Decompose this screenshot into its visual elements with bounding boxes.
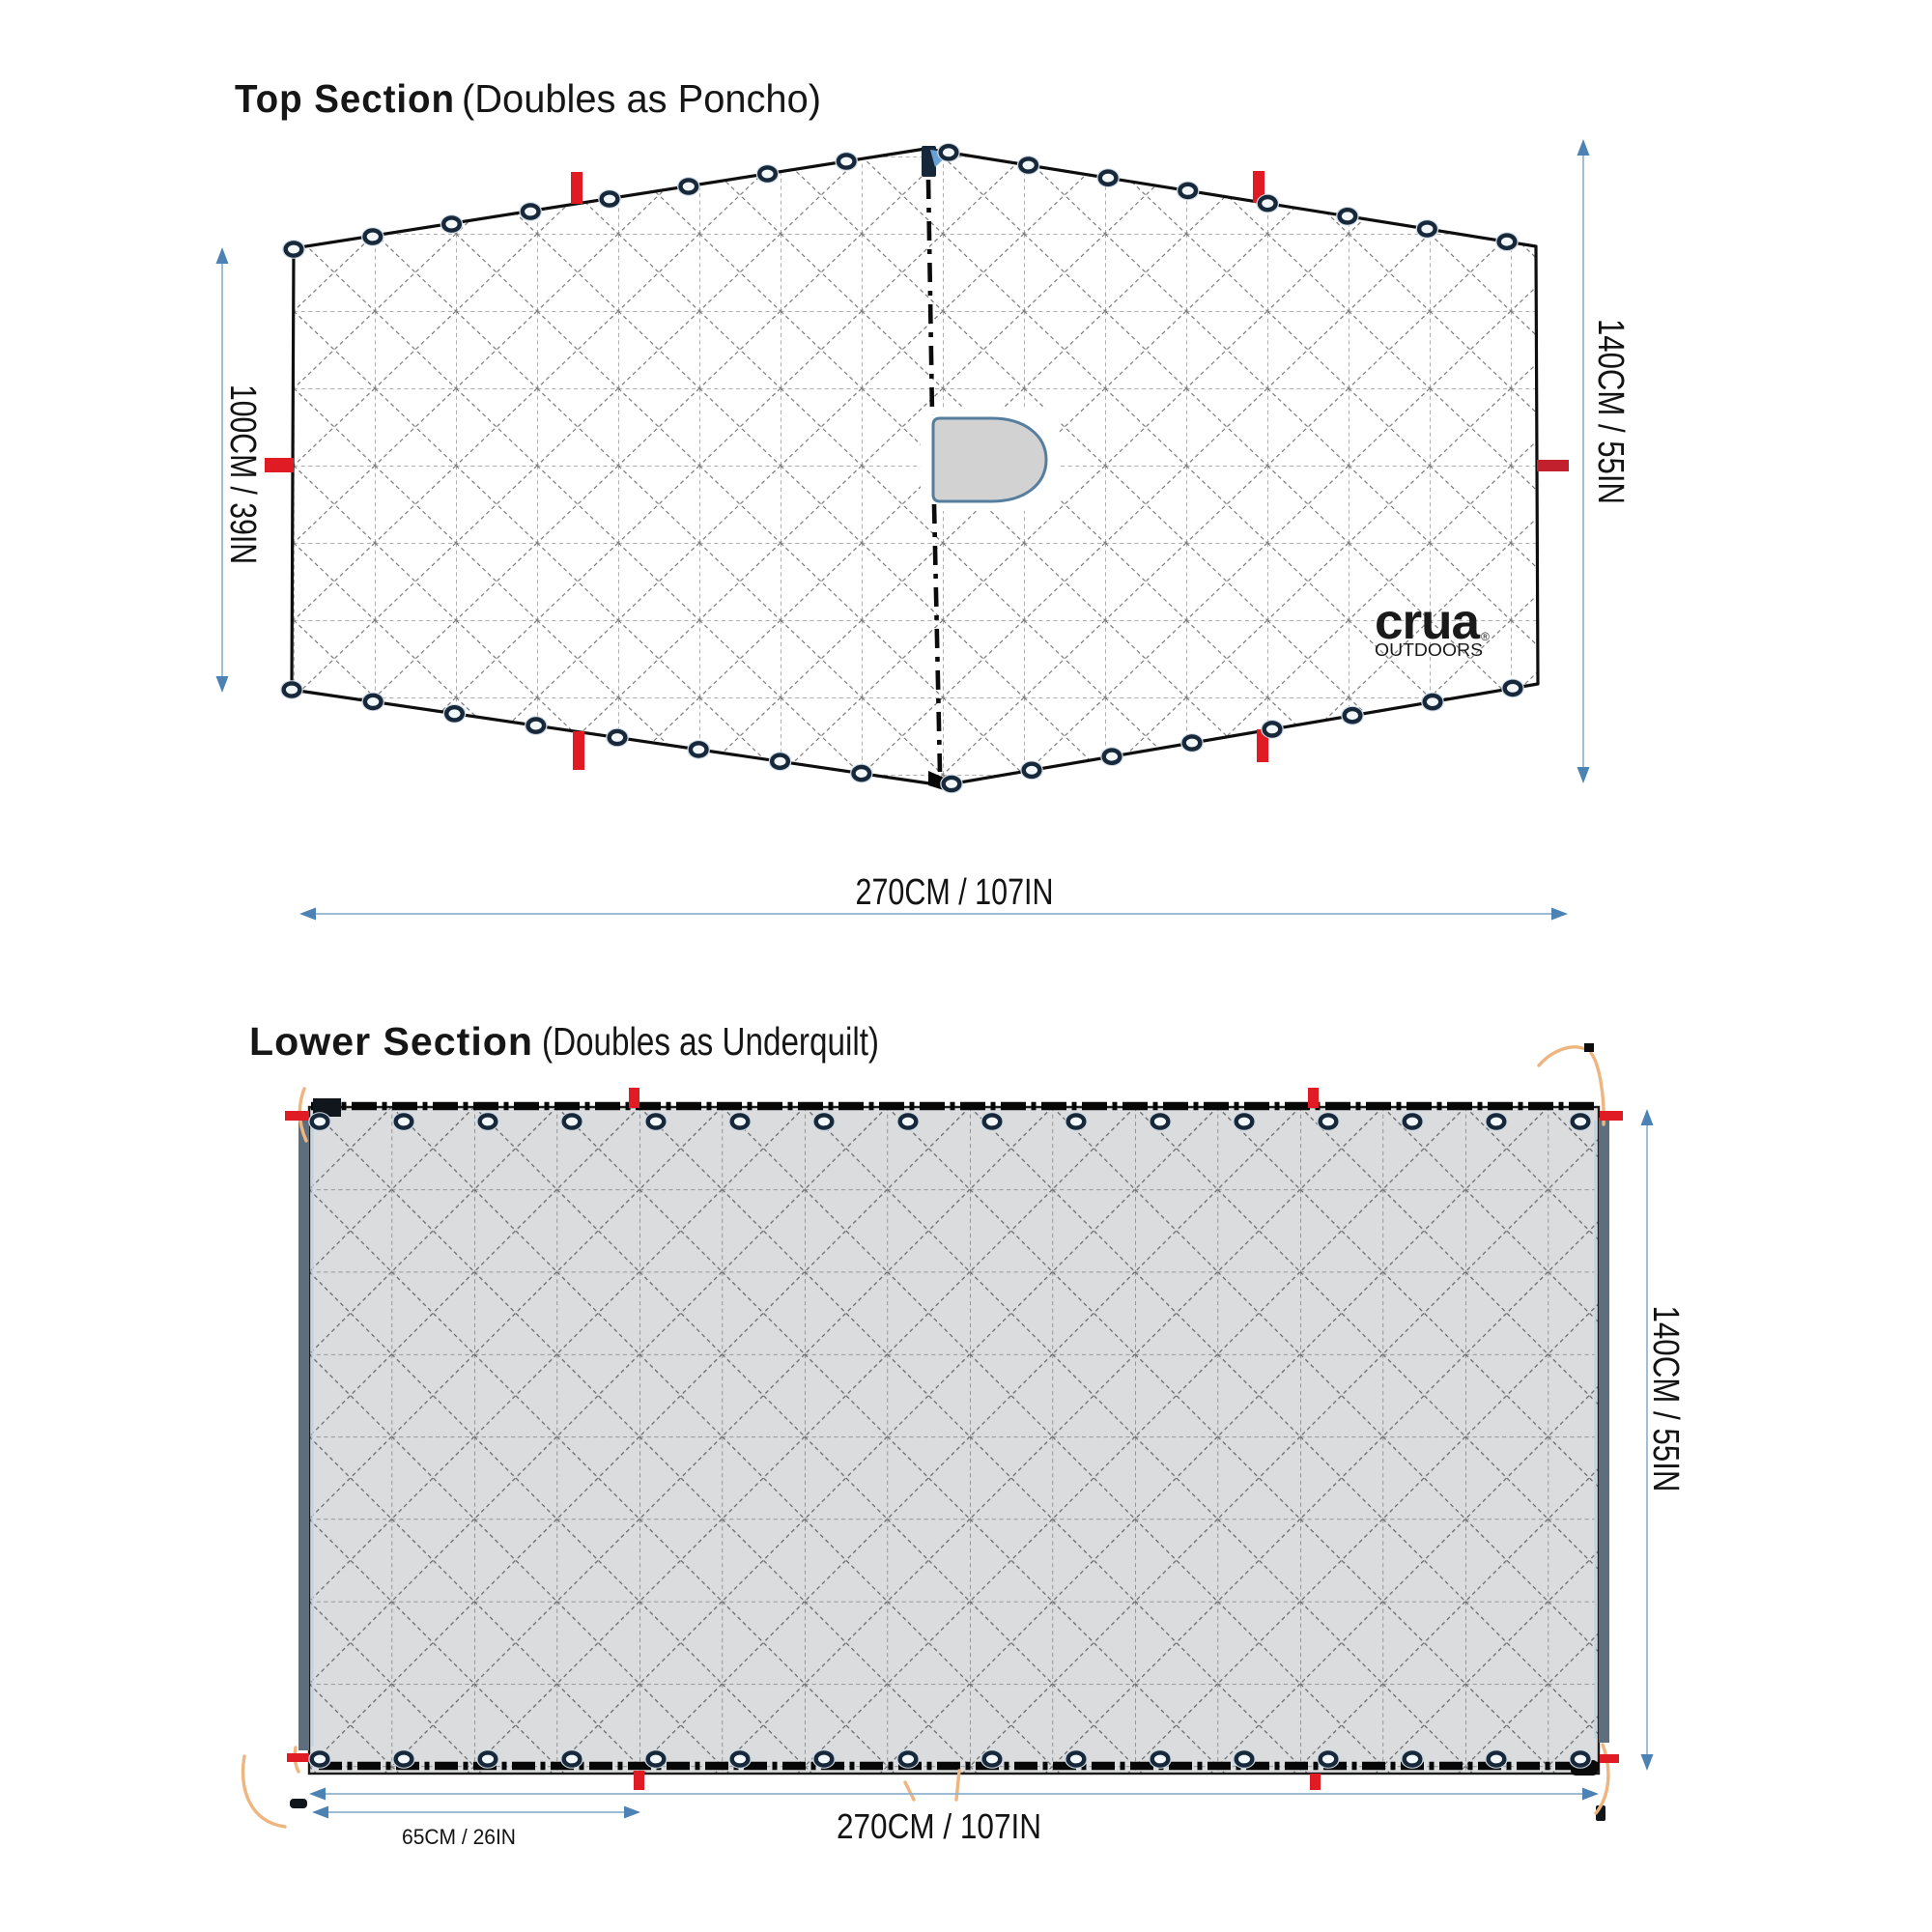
svg-text:140CM / 55IN: 140CM / 55IN: [1590, 319, 1631, 504]
svg-text:100CM / 39IN: 100CM / 39IN: [222, 384, 263, 564]
svg-text:Lower Section(Doubles as Under: Lower Section (Doubles as Underquilt): [249, 1019, 879, 1064]
svg-text:270CM / 107IN: 270CM / 107IN: [837, 1806, 1041, 1846]
svg-text:140CM / 55IN: 140CM / 55IN: [1645, 1306, 1686, 1492]
svg-text:®: ®: [1481, 630, 1490, 643]
svg-text:OUTDOORS: OUTDOORS: [1375, 639, 1483, 660]
svg-text:65CM / 26IN: 65CM / 26IN: [402, 1825, 516, 1849]
svg-text:crua: crua: [1375, 594, 1481, 650]
svg-text:Top Section(Doubles as Poncho): Top Section (Doubles as Poncho): [235, 76, 821, 121]
svg-text:270CM / 107IN: 270CM / 107IN: [856, 872, 1054, 913]
